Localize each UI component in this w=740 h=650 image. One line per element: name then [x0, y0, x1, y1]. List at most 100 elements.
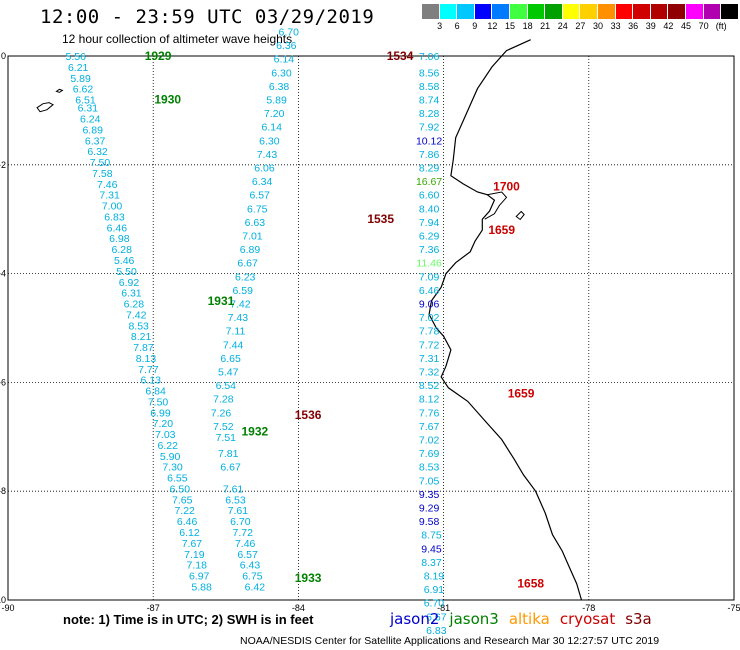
wave-height-value: 8.21 — [131, 331, 152, 343]
wave-height-value: 6.55 — [167, 473, 188, 485]
wave-height-value: 7.46 — [97, 179, 118, 191]
credit-footer: NOAA/NESDIS Center for Satellite Applica… — [240, 635, 660, 647]
wave-height-value: 8.75 — [421, 530, 442, 542]
colorbar-swatch — [545, 4, 563, 19]
wave-height-value: 8.13 — [136, 353, 157, 365]
track-time-label: 1930 — [154, 93, 181, 107]
wave-height-value: 6.70 — [230, 516, 251, 528]
wave-height-value: 8.56 — [419, 67, 440, 79]
wave-height-value: 6.89 — [82, 124, 103, 136]
wave-height-value: 6.67 — [237, 258, 258, 270]
wave-height-value: 7.31 — [99, 190, 120, 202]
colorbar-swatch — [422, 4, 440, 19]
wave-height-value: 6.67 — [426, 611, 447, 623]
wave-height-value: 6.22 — [158, 440, 179, 452]
wave-height-value: 7.18 — [187, 560, 208, 572]
wave-height-value: 6.46 — [419, 285, 440, 297]
colorbar-label: 45 — [680, 21, 692, 31]
wave-height-value: 7.58 — [92, 168, 113, 180]
wave-height-value: 7.51 — [216, 432, 237, 444]
wave-height-value: 9.29 — [419, 503, 440, 515]
wave-height-value: 6.38 — [269, 81, 290, 93]
track-time-label: 1929 — [145, 49, 172, 63]
wave-height-value: 8.19 — [424, 571, 445, 583]
x-tick-label: -81 — [437, 603, 450, 613]
wave-height-value: 7.61 — [228, 505, 249, 517]
colorbar-label: 21 — [540, 21, 551, 31]
legend-s3a: s3a — [625, 610, 652, 628]
track-time-label: 1700 — [493, 180, 520, 194]
footnote: note: 1) Time is in UTC; 2) SWH is in fe… — [63, 612, 314, 627]
y-tick-label: 0 — [1, 51, 6, 61]
wave-height-value: 7.69 — [419, 448, 440, 460]
wave-height-value: 6.21 — [68, 62, 89, 74]
wave-height-value: 6.98 — [109, 233, 130, 245]
wave-height-value: 7.42 — [230, 299, 251, 311]
wave-height-value: 6.67 — [220, 462, 241, 474]
wave-height-value: 16.67 — [416, 176, 442, 188]
colorbar-swatch — [509, 4, 528, 19]
colorbar-swatch — [633, 4, 651, 19]
wave-height-value: 6.46 — [107, 222, 128, 234]
wave-height-value: 7.50 — [90, 157, 111, 169]
colorbar-label: 12 — [487, 21, 498, 31]
legend-jason2: jason2 — [390, 610, 440, 628]
x-tick-label: -84 — [292, 603, 305, 613]
legend-altika: altika — [508, 610, 550, 628]
wave-height-value: 8.28 — [419, 108, 440, 120]
wave-height-value: 5.89 — [70, 73, 91, 85]
y-tick-label: -2 — [0, 160, 6, 170]
colorbar-label: 39 — [645, 21, 656, 31]
wave-height-value: 6.84 — [145, 386, 166, 398]
wave-height-value: 7.31 — [419, 353, 440, 365]
track-time-label: 1535 — [367, 212, 394, 226]
wave-height-value: 6.83 — [104, 211, 125, 223]
wave-height-value: 8.37 — [421, 557, 442, 569]
wave-height-value: 7.42 — [126, 309, 147, 321]
wave-height-value: 6.91 — [424, 584, 445, 596]
track-time-label: 1658 — [517, 577, 544, 591]
wave-height-value: 6.75 — [242, 571, 263, 583]
wave-height-value: 6.57 — [237, 549, 258, 561]
wave-height-value: 7.77 — [138, 364, 159, 376]
track-time-label: 1933 — [295, 571, 322, 585]
wave-height-value: 7.22 — [174, 505, 195, 517]
wave-height-value: 7.19 — [184, 549, 205, 561]
wave-height-value: 5.50 — [116, 266, 137, 278]
wave-height-value: 6.99 — [150, 407, 171, 419]
colorbar-swatch — [492, 4, 510, 19]
wave-height-value: 7.67 — [182, 538, 203, 550]
wave-height-value: 6.42 — [245, 581, 266, 593]
colorbar-label: 36 — [628, 21, 639, 31]
x-tick-label: -87 — [147, 603, 160, 613]
colorbar-label: 42 — [663, 21, 674, 31]
wave-height-value: 6.75 — [247, 203, 268, 215]
colorbar-label: 3 — [437, 21, 443, 31]
colorbar-swatch — [721, 4, 739, 19]
wave-height-value: 6.28 — [112, 244, 133, 256]
colorbar-swatch — [580, 4, 598, 19]
wave-height-value: 6.13 — [141, 375, 162, 387]
colorbar-label: 33 — [610, 21, 621, 31]
colorbar-swatch — [457, 4, 475, 19]
wave-height-value: 5.90 — [160, 451, 181, 463]
wave-height-value: 6.62 — [73, 84, 94, 96]
wave-height-value: 7.65 — [172, 494, 193, 506]
wave-height-value: 6.30 — [271, 67, 292, 79]
satellite-legend: jason2 jason3 altika cryosat s3a — [390, 610, 662, 628]
wave-height-value: 8.58 — [419, 81, 440, 93]
wave-height-value: 7.36 — [419, 244, 440, 256]
wave-height-value: 6.51 — [75, 95, 96, 107]
wave-height-value: 6.31 — [121, 288, 142, 300]
wave-height-value: 7.43 — [257, 149, 278, 161]
wave-height-value: 6.06 — [254, 163, 275, 175]
wave-height-value: 6.14 — [262, 122, 283, 134]
x-tick-label: -75 — [727, 603, 740, 613]
colorbar-labels: 3 6 9 12 15 18 21 24 27 30 33 36 39 42 45 70 (ft) — [422, 21, 740, 33]
colorbar-swatch — [650, 4, 669, 19]
colorbar — [422, 4, 739, 19]
wave-height-value: 7.43 — [228, 312, 249, 324]
wave-height-value: 6.24 — [80, 114, 101, 126]
legend-jason3: jason3 — [449, 610, 499, 628]
wave-height-value: 6.23 — [235, 271, 256, 283]
